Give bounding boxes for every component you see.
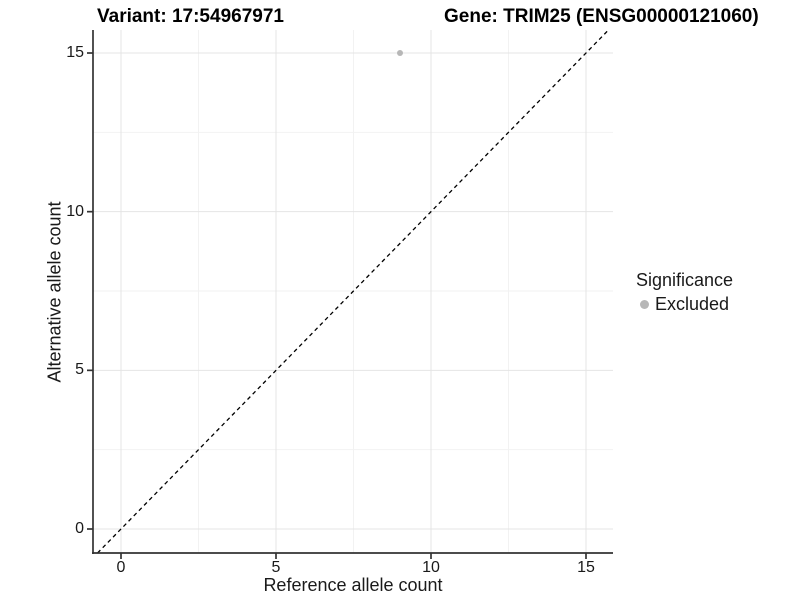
x-tick-label: 10 [422, 559, 440, 576]
x-tick-label: 15 [577, 559, 595, 576]
x-tick-label: 5 [271, 559, 281, 576]
data-point [397, 50, 403, 57]
legend-entry-label: Excluded [655, 294, 730, 314]
legend-key-dot-icon [640, 300, 649, 309]
y-tick-label: 10 [66, 202, 84, 220]
x-tick-label: 0 [116, 559, 126, 576]
legend-entries: Excluded [636, 294, 733, 315]
identity-line [97, 29, 609, 554]
y-axis-title: Alternative allele count [44, 201, 65, 383]
plot-title-variant: Variant: 17:54967971 [97, 6, 284, 27]
y-tick-label: 15 [66, 44, 84, 61]
y-tick-label: 0 [75, 520, 84, 537]
legend: Significance Excluded [636, 270, 733, 315]
legend-entry: Excluded [636, 294, 733, 315]
plot-title-gene: Gene: TRIM25 (ENSG00000121060) [444, 6, 759, 27]
x-axis-title: Reference allele count [263, 575, 443, 595]
y-tick-label: 5 [75, 361, 84, 379]
legend-title: Significance [636, 270, 734, 290]
